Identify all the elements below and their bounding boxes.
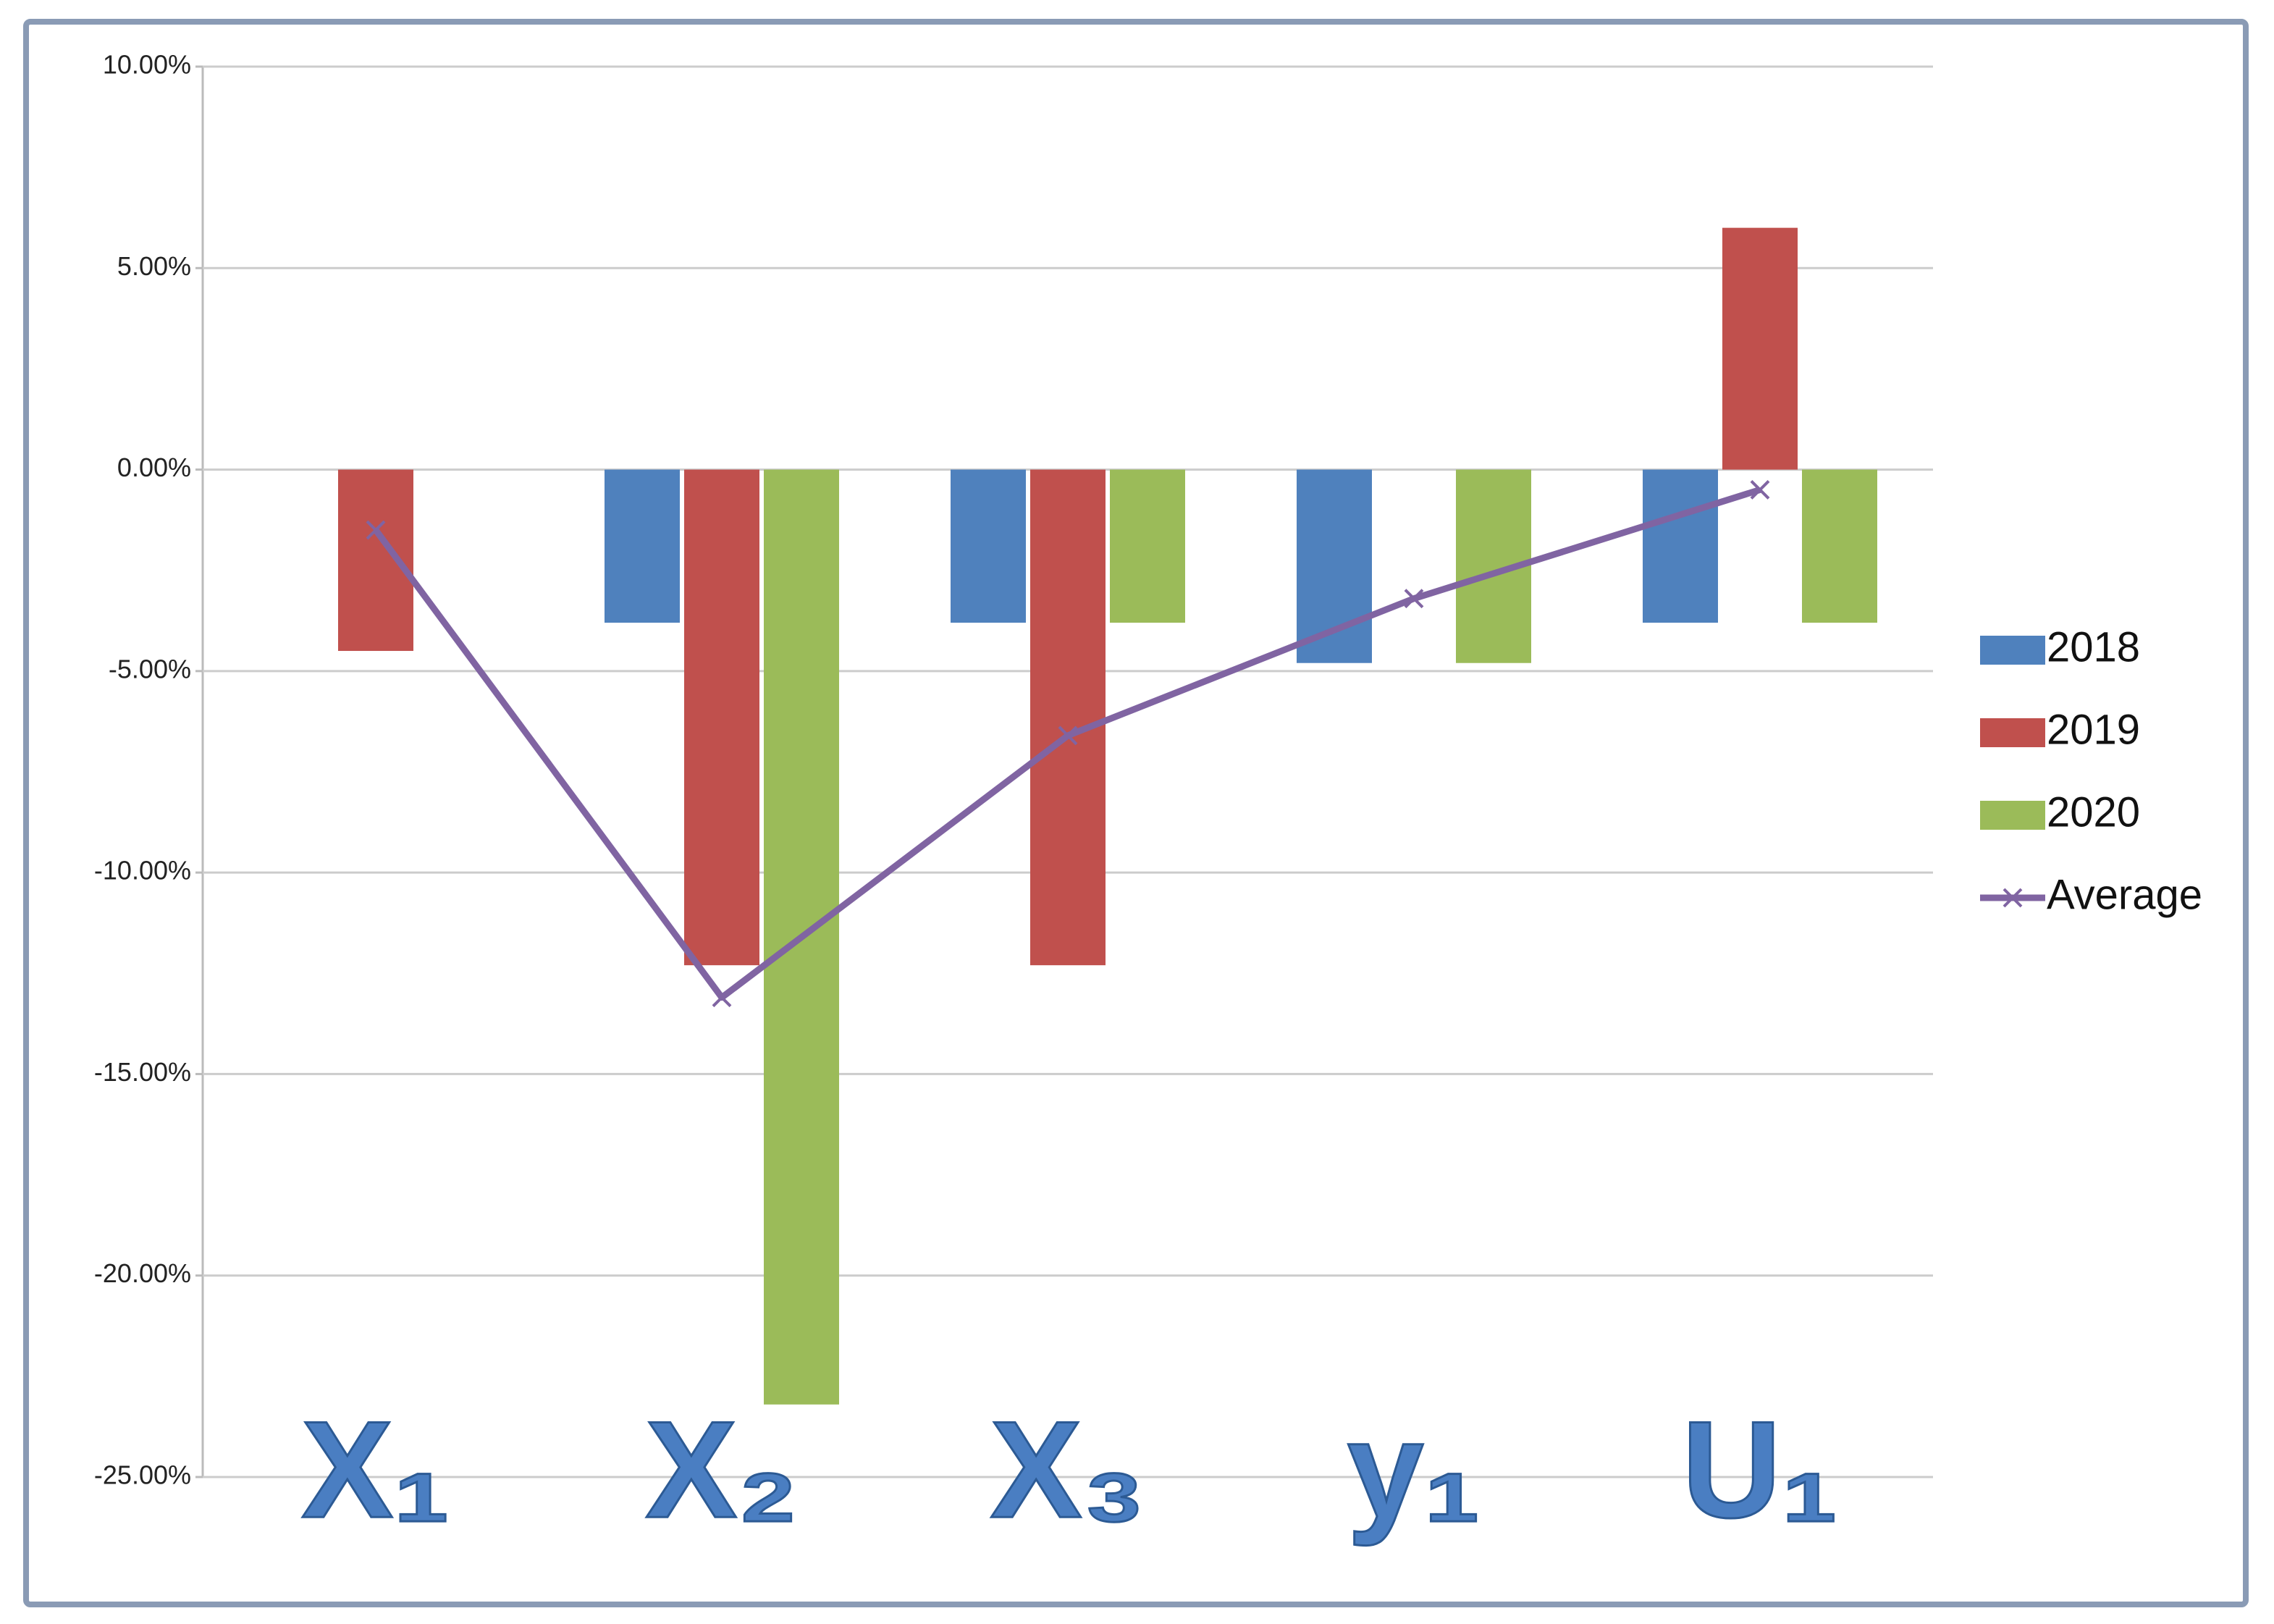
y-tick-label: -20.00% xyxy=(94,1258,191,1288)
legend-label: 2018 xyxy=(2047,623,2140,670)
bar xyxy=(951,469,1026,623)
bar xyxy=(1297,469,1372,663)
x-tick-label: X₁ xyxy=(301,1393,450,1547)
legend-swatch xyxy=(1980,801,2045,830)
x-tick-label: y₁ xyxy=(1347,1393,1481,1547)
legend-label: Average xyxy=(2047,871,2202,918)
bar xyxy=(684,469,759,966)
y-tick-label: -5.00% xyxy=(109,654,191,683)
marker xyxy=(712,988,732,1008)
legend-label: 2020 xyxy=(2047,788,2140,836)
marker xyxy=(366,520,386,540)
legend-swatch xyxy=(1980,636,2045,665)
legend-label: 2019 xyxy=(2047,706,2140,753)
chart-frame xyxy=(23,19,2249,1607)
x-tick-label: X₂ xyxy=(645,1393,798,1547)
marker xyxy=(1404,589,1424,609)
y-tick-label: 10.00% xyxy=(103,50,191,80)
legend-marker xyxy=(2003,888,2023,908)
x-tick-label: X₃ xyxy=(990,1393,1146,1547)
bar xyxy=(605,469,680,623)
y-tick-label: -10.00% xyxy=(94,856,191,885)
y-tick-label: -25.00% xyxy=(94,1460,191,1490)
y-tick-label: 0.00% xyxy=(117,453,191,482)
x-tick-label: U₁ xyxy=(1682,1393,1838,1547)
y-tick-label: 5.00% xyxy=(117,251,191,281)
bar xyxy=(1110,469,1185,623)
bar xyxy=(1030,469,1106,966)
bar xyxy=(1802,469,1877,623)
y-tick-label: -15.00% xyxy=(94,1057,191,1087)
marker xyxy=(1058,725,1078,746)
bar xyxy=(1722,227,1798,470)
legend-swatch xyxy=(1980,718,2045,747)
marker xyxy=(1750,479,1770,500)
bar xyxy=(1643,469,1718,623)
